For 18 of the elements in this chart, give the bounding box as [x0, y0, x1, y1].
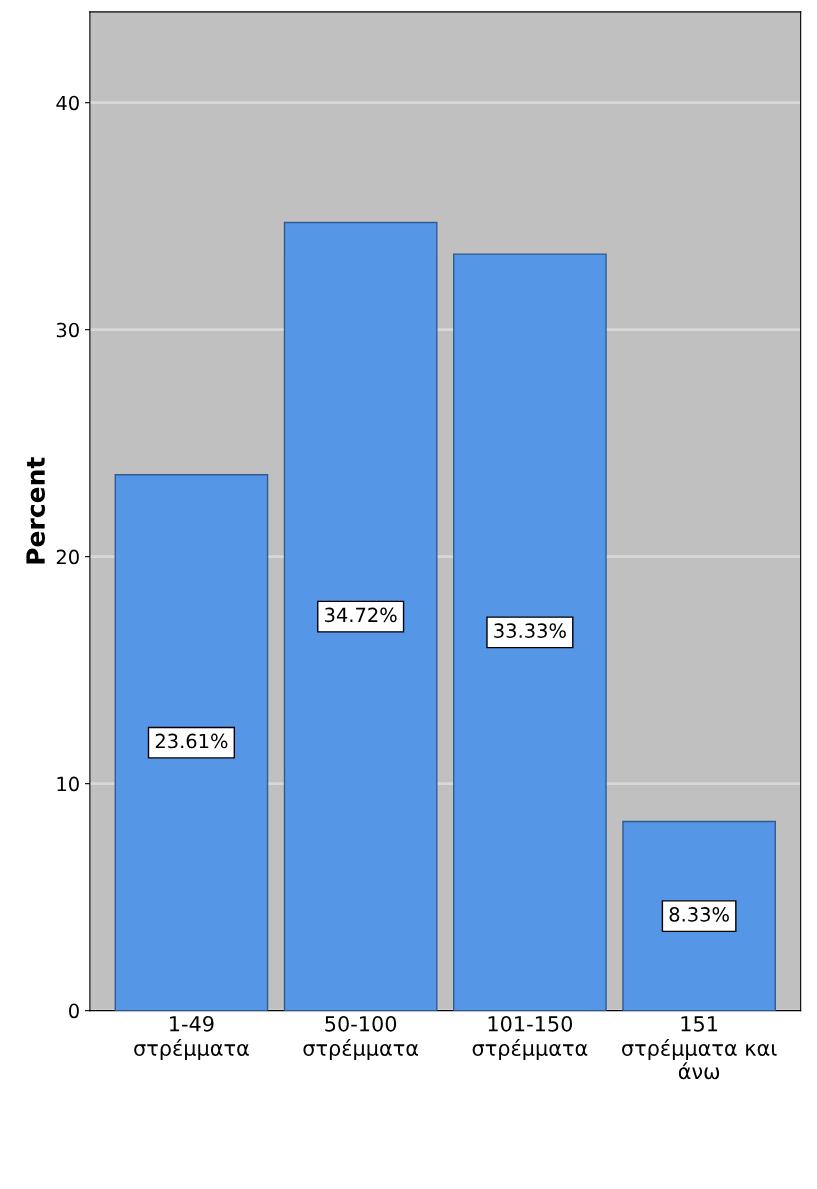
data-label: 34.72%	[325, 607, 397, 623]
bar	[114, 474, 269, 1011]
bar	[283, 221, 438, 1011]
y-tick-label: 0	[69, 1003, 79, 1019]
x-tick-label: 101-150 στρέμματα	[472, 1015, 588, 1060]
bar	[453, 253, 607, 1011]
x-tick-label: 50-100 στρέμματα	[303, 1015, 419, 1060]
y-tick-label: 10	[57, 776, 79, 792]
data-label: 33.33%	[494, 623, 566, 639]
y-tick-label: 20	[56, 549, 79, 565]
data-label: 8.33%	[669, 907, 729, 922]
y-axis-title: Percent	[26, 457, 46, 564]
bar	[622, 820, 776, 1011]
y-tick-label: 40	[56, 95, 79, 111]
x-tick-label: 151 στρέμματα και άνω	[622, 1016, 777, 1080]
y-tick-label: 30	[56, 322, 79, 338]
x-tick-label: 1-49 στρέμματα	[134, 1015, 249, 1060]
data-label: 23.61%	[155, 733, 228, 749]
